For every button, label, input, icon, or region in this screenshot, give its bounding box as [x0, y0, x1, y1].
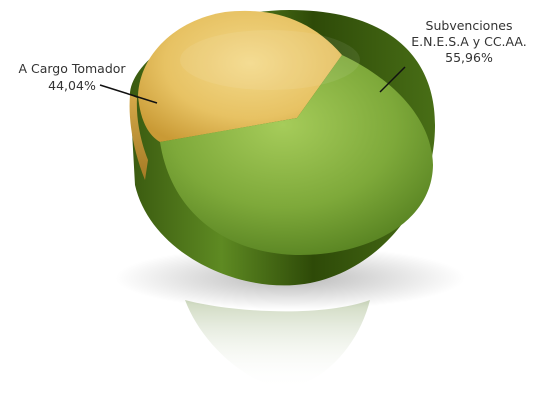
- pie-depth-yellow: [129, 95, 148, 180]
- slice-value-subvenciones: 55,96%: [445, 50, 493, 65]
- slice-label-subvenciones-line2: E.N.E.S.A y CC.AA.: [411, 34, 527, 49]
- pie-gloss: [180, 30, 360, 90]
- slice-value-a-cargo-tomador: 44,04%: [48, 78, 96, 93]
- leader-line-a-cargo-tomador: [99, 84, 158, 104]
- pie-slice-subvenciones: [160, 55, 433, 255]
- pie-slice-a-cargo-tomador: [138, 10, 342, 143]
- slice-label-subvenciones-line1: Subvenciones: [426, 18, 513, 33]
- slice-label-a-cargo-tomador: A Cargo Tomador: [18, 61, 126, 76]
- leader-line-subvenciones: [379, 66, 406, 93]
- pie-reflection: [185, 300, 370, 390]
